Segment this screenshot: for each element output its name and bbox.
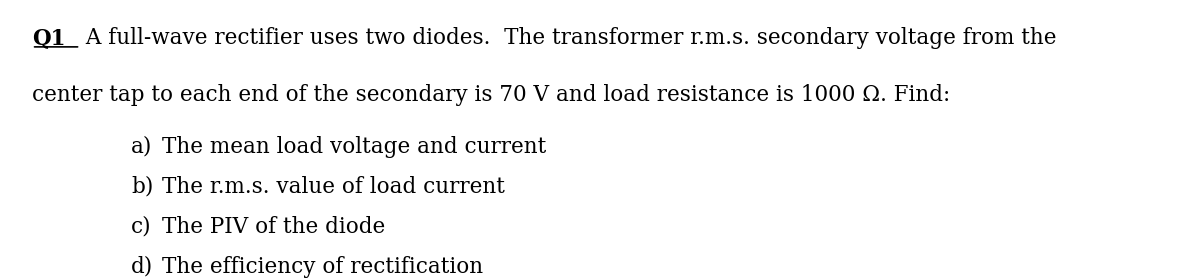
Text: b): b) <box>131 176 154 198</box>
Text: The PIV of the diode: The PIV of the diode <box>162 216 385 238</box>
Text: The efficiency of rectification: The efficiency of rectification <box>162 256 482 278</box>
Text: Q1: Q1 <box>31 27 65 49</box>
Text: center tap to each end of the secondary is 70 V and load resistance is 1000 Ω. F: center tap to each end of the secondary … <box>31 84 950 106</box>
Text: c): c) <box>131 216 152 238</box>
Text: The mean load voltage and current: The mean load voltage and current <box>162 136 546 158</box>
Text: A full-wave rectifier uses two diodes.  The transformer r.m.s. secondary voltage: A full-wave rectifier uses two diodes. T… <box>79 27 1057 49</box>
Text: The r.m.s. value of load current: The r.m.s. value of load current <box>162 176 504 198</box>
Text: d): d) <box>131 256 154 278</box>
Text: a): a) <box>131 136 152 158</box>
